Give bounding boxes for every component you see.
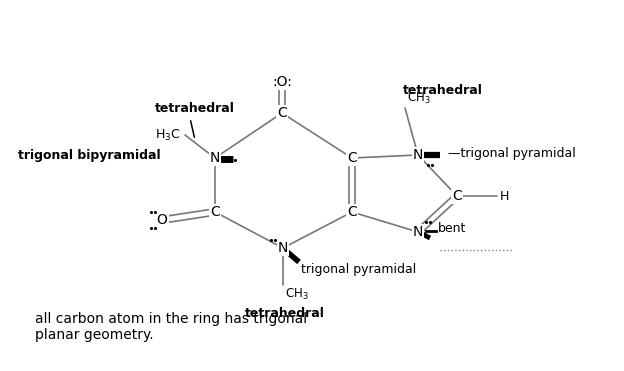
Text: tetrahedral: tetrahedral (245, 307, 325, 320)
Text: C: C (347, 205, 357, 219)
Text: N: N (210, 151, 220, 165)
Text: N: N (278, 241, 288, 255)
Text: trigonal bipyramidal: trigonal bipyramidal (18, 150, 160, 162)
Text: C: C (277, 106, 287, 120)
Text: tetrahedral: tetrahedral (403, 83, 483, 96)
Text: —trigonal pyramidal: —trigonal pyramidal (448, 147, 576, 160)
Text: C: C (452, 189, 462, 203)
Text: planar geometry.: planar geometry. (35, 328, 154, 342)
Text: C: C (210, 205, 220, 219)
Text: C: C (347, 151, 357, 165)
Text: N: N (413, 225, 423, 239)
Text: N: N (413, 148, 423, 162)
Text: H: H (500, 190, 509, 203)
Text: trigonal pyramidal: trigonal pyramidal (301, 263, 416, 276)
Text: O: O (157, 213, 167, 227)
Text: CH$_3$: CH$_3$ (285, 287, 309, 302)
Text: all carbon atom in the ring has trigonal: all carbon atom in the ring has trigonal (35, 312, 307, 326)
Text: bent: bent (438, 223, 466, 236)
Text: CH$_3$: CH$_3$ (407, 91, 431, 106)
Text: :O:: :O: (272, 75, 292, 89)
Text: H$_3$C: H$_3$C (155, 128, 181, 142)
Text: tetrahedral: tetrahedral (155, 102, 235, 115)
